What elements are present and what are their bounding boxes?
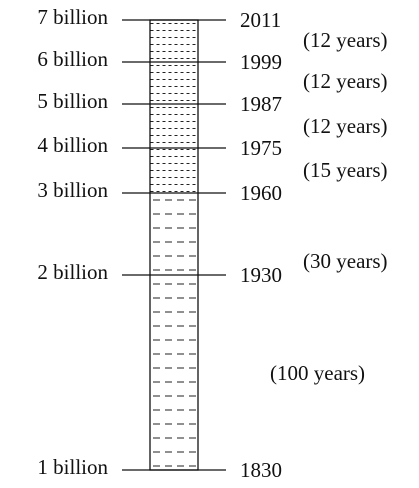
interval-label: (12 years) <box>303 28 388 52</box>
dense-fill <box>150 20 198 193</box>
year-label: 1830 <box>240 458 282 482</box>
population-label: 2 billion <box>37 260 108 284</box>
year-label: 1960 <box>240 181 282 205</box>
year-label: 1975 <box>240 136 282 160</box>
interval-label: (30 years) <box>303 249 388 273</box>
population-label: 4 billion <box>37 133 108 157</box>
sparse-fill <box>150 193 198 470</box>
interval-label: (12 years) <box>303 114 388 138</box>
population-label: 7 billion <box>37 5 108 29</box>
population-label: 1 billion <box>37 455 108 479</box>
population-label: 3 billion <box>37 178 108 202</box>
year-label: 2011 <box>240 8 281 32</box>
interval-label: (100 years) <box>270 361 365 385</box>
interval-label: (12 years) <box>303 69 388 93</box>
interval-label: (15 years) <box>303 158 388 182</box>
year-label: 1987 <box>240 92 282 116</box>
year-label: 1999 <box>240 50 282 74</box>
population-label: 6 billion <box>37 47 108 71</box>
year-label: 1930 <box>240 263 282 287</box>
population-label: 5 billion <box>37 89 108 113</box>
